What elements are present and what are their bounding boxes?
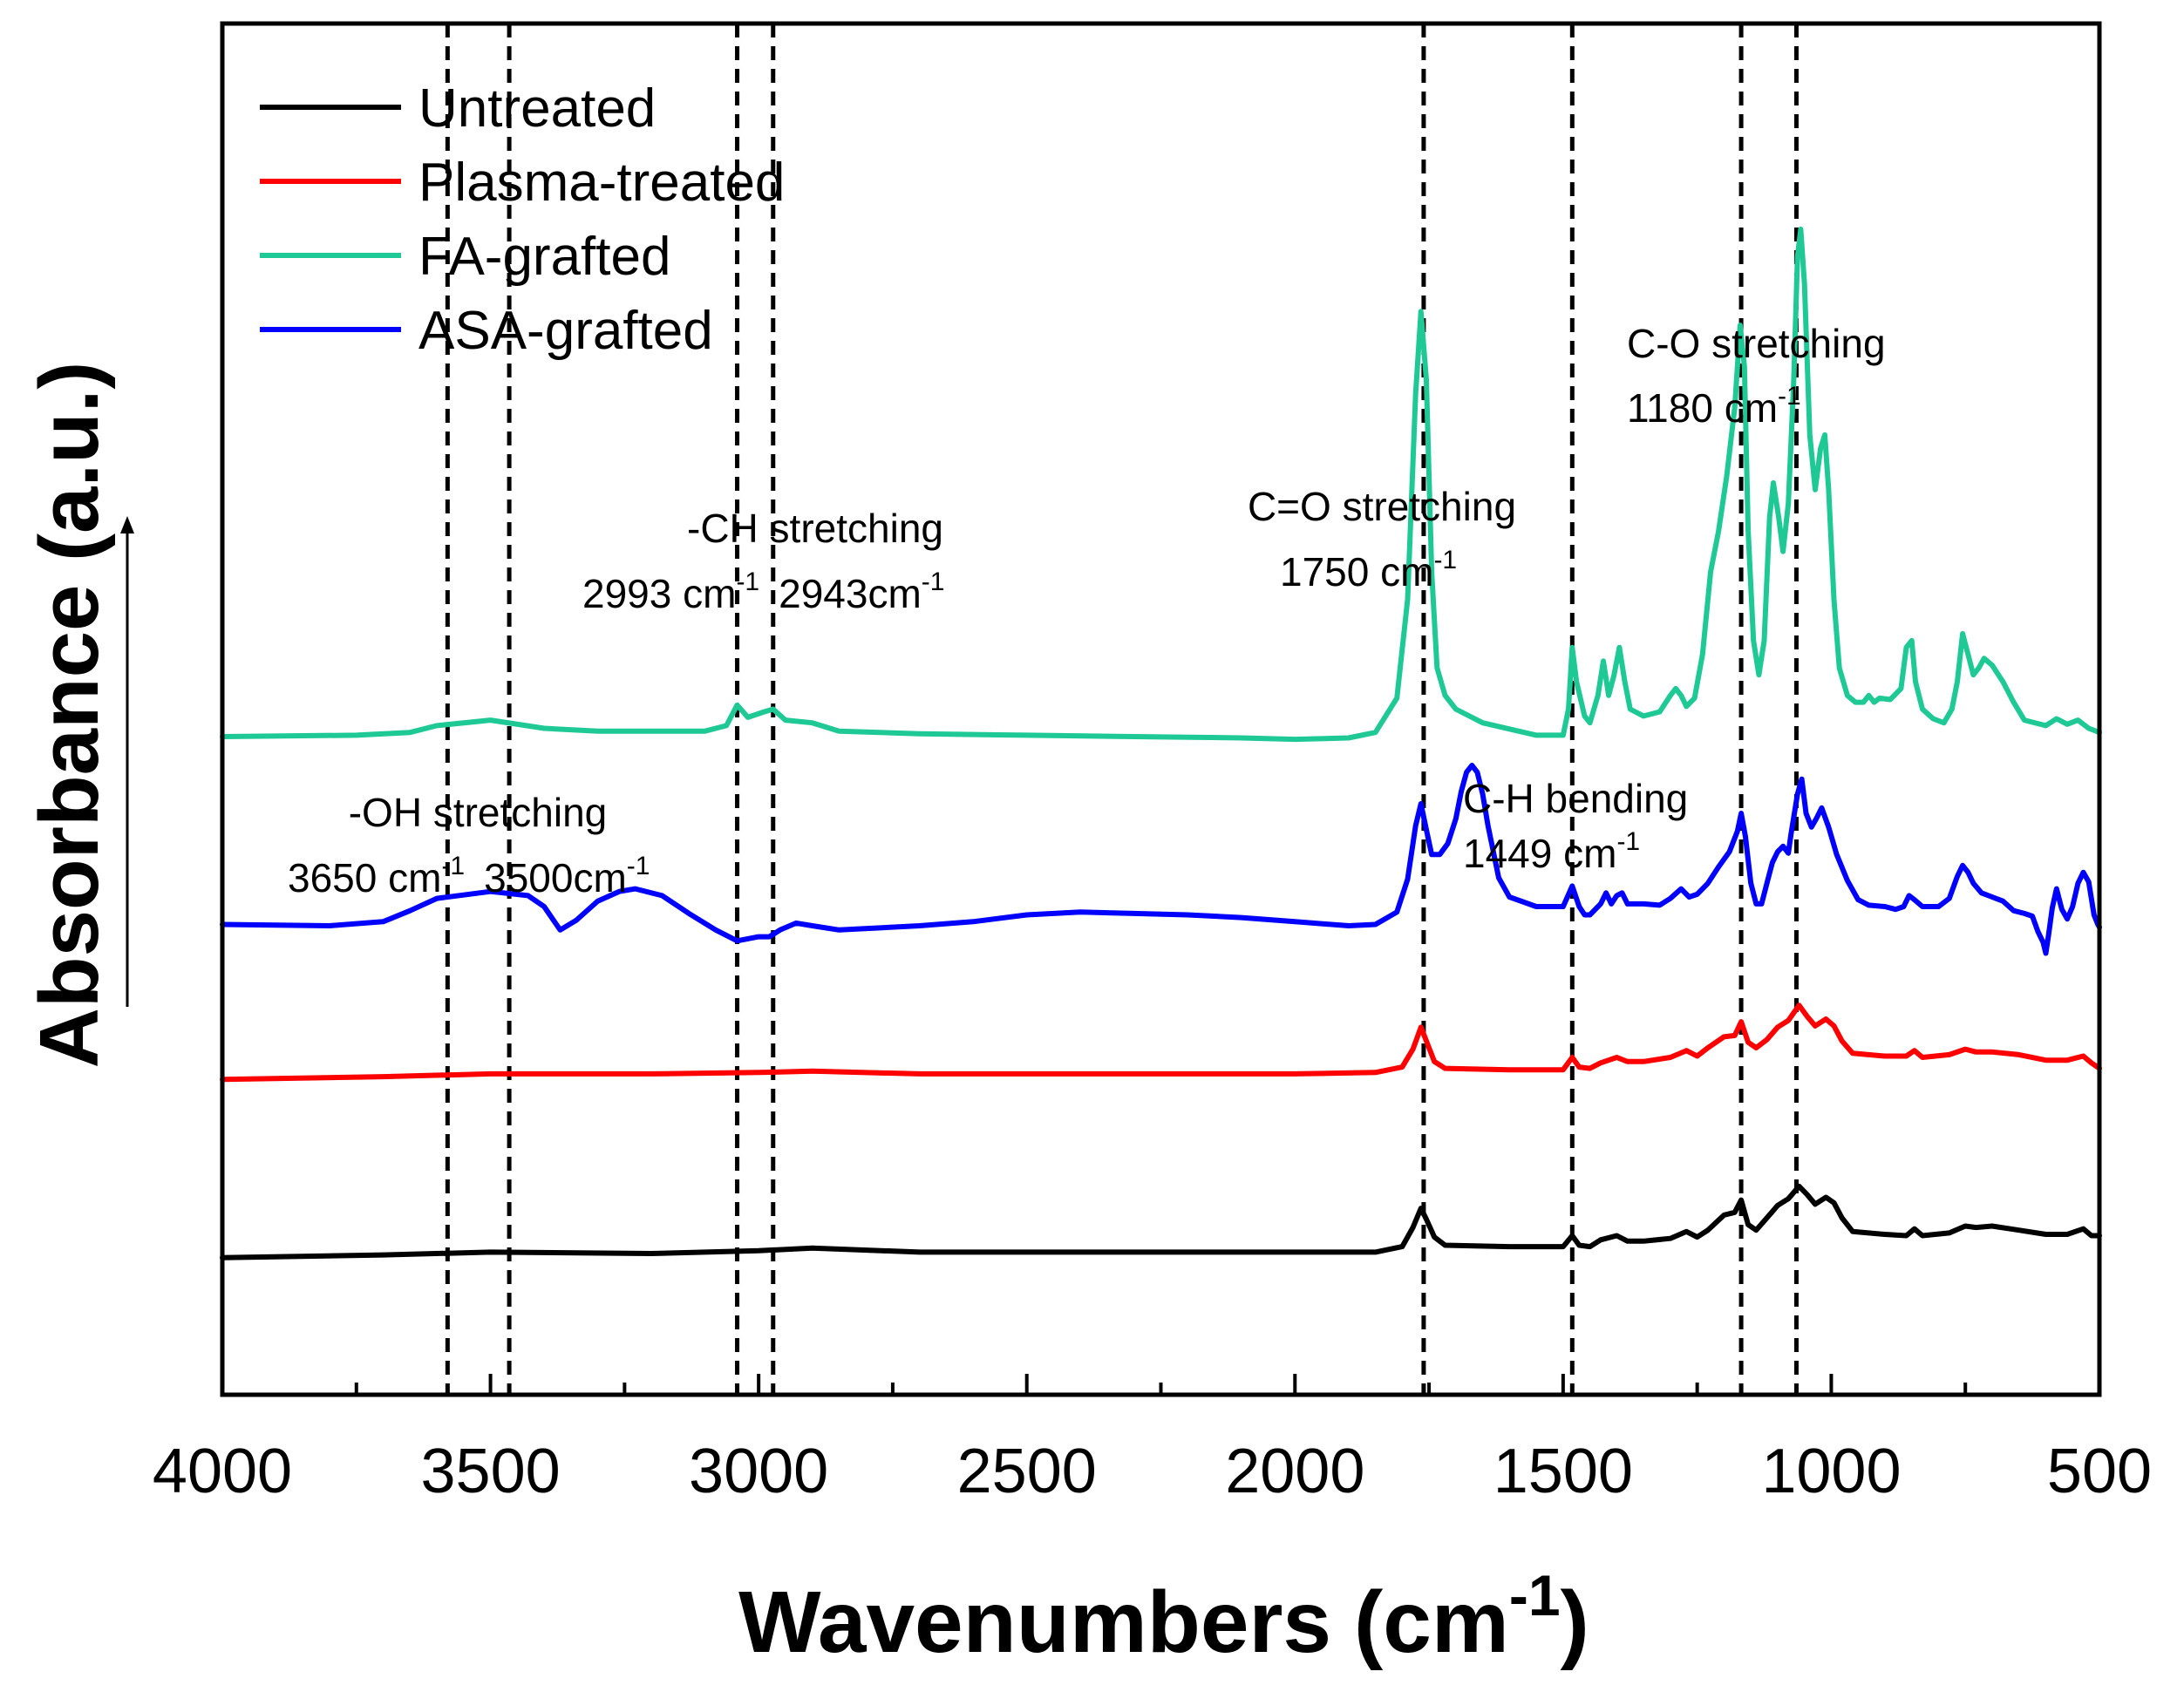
annotation-oh-values: 3650 cm-1 3500cm-1 bbox=[288, 852, 650, 900]
annotation-ch-stretching: -CH stretching 2993 cm-1 2943cm-1 bbox=[582, 506, 944, 616]
legend-label-plasma-treated: Plasma-treated bbox=[418, 153, 785, 213]
x-axis-title-unit: (cm bbox=[1354, 1573, 1509, 1671]
annotation-oh-value-b-exp: -1 bbox=[627, 852, 650, 880]
annotation-ch-value-b-exp: -1 bbox=[922, 567, 945, 596]
annotation-oh-stretching: -OH stretching 3650 cm-1 3500cm-1 bbox=[288, 790, 650, 900]
annotation-oh-value-a: 3650 cm bbox=[288, 855, 441, 900]
x-tick-label-3000: 3000 bbox=[689, 1437, 828, 1506]
annotation-co-value-a: 1750 cm bbox=[1280, 549, 1433, 595]
series-line-fa-grafted bbox=[220, 227, 2102, 743]
series-line-plasma-treated bbox=[220, 1002, 2102, 1083]
annotation-ch-values: 2993 cm-1 2943cm-1 bbox=[582, 567, 944, 616]
x-tick-label-1500: 1500 bbox=[1493, 1437, 1633, 1506]
annotation-chb-values: 1449 cm-1 bbox=[1463, 827, 1640, 876]
legend-label-fa-grafted: FA-grafted bbox=[418, 227, 670, 287]
annotation-cos-value-a-exp: -1 bbox=[1778, 382, 1801, 411]
x-tick-label-2000: 2000 bbox=[1225, 1437, 1364, 1506]
x-axis-title-unit-exp: -1 bbox=[1509, 1563, 1561, 1627]
annotation-chb-title: C-H bending bbox=[1463, 776, 1688, 821]
series-line-asa-grafted bbox=[220, 763, 2102, 956]
series-line-untreated bbox=[220, 1183, 2102, 1261]
annotation-cos-values: 1180 cm-1 bbox=[1627, 382, 1801, 431]
x-tick-label-1000: 1000 bbox=[1761, 1437, 1901, 1506]
x-axis-title-unit-close: ) bbox=[1561, 1573, 1589, 1671]
x-axis-title-main: Wavenumbers bbox=[738, 1573, 1331, 1671]
annotation-ch-value-a: 2993 cm bbox=[582, 571, 736, 616]
annotation-cos-value-a: 1180 cm bbox=[1627, 385, 1778, 431]
annotation-oh-value-b: 3500cm bbox=[484, 855, 627, 900]
annotation-chb-value-a: 1449 cm bbox=[1463, 831, 1616, 876]
x-axis-title: Wavenumbers (cm-1) bbox=[738, 1563, 1589, 1671]
x-axis-ticks bbox=[221, 1374, 2101, 1395]
annotation-co-values: 1750 cm-1 bbox=[1280, 546, 1457, 595]
y-axis-title-group: Absorbance (a.u.) bbox=[23, 362, 116, 1069]
annotation-cos-title: C-O stretching bbox=[1627, 321, 1886, 366]
x-tick-label-4000: 4000 bbox=[153, 1437, 292, 1506]
annotation-oh-value-a-exp: -1 bbox=[441, 852, 465, 880]
y-axis-title: Absorbance (a.u.) bbox=[23, 362, 116, 1069]
annotation-co-stretching: C=O stretching 1750 cm-1 bbox=[1248, 484, 1516, 595]
annotation-ch-value-b: 2943cm bbox=[779, 571, 922, 616]
series-layer bbox=[220, 227, 2102, 1261]
x-tick-label-3500: 3500 bbox=[420, 1437, 560, 1506]
x-axis-tick-labels: 4000 3500 3000 2500 2000 1500 1000 500 bbox=[153, 1437, 2152, 1506]
annotation-co-title: C=O stretching bbox=[1248, 484, 1516, 529]
annotation-co-o-stretching: C-O stretching 1180 cm-1 bbox=[1627, 321, 1886, 431]
y-axis-arrow-head bbox=[120, 516, 134, 533]
legend: Untreated Plasma-treated FA-grafted ASA-… bbox=[260, 78, 785, 361]
annotation-ch-value-a-exp: -1 bbox=[736, 567, 759, 596]
legend-label-untreated: Untreated bbox=[418, 78, 656, 139]
annotation-oh-title: -OH stretching bbox=[349, 790, 608, 835]
x-tick-label-500: 500 bbox=[2047, 1437, 2152, 1506]
x-tick-label-2500: 2500 bbox=[957, 1437, 1097, 1506]
annotation-ch-bending: C-H bending 1449 cm-1 bbox=[1463, 776, 1688, 876]
legend-label-asa-grafted: ASA-grafted bbox=[418, 301, 713, 361]
annotation-co-value-a-exp: -1 bbox=[1433, 546, 1457, 574]
annotation-ch-title: -CH stretching bbox=[687, 506, 943, 551]
annotation-chb-value-a-exp: -1 bbox=[1616, 827, 1640, 856]
